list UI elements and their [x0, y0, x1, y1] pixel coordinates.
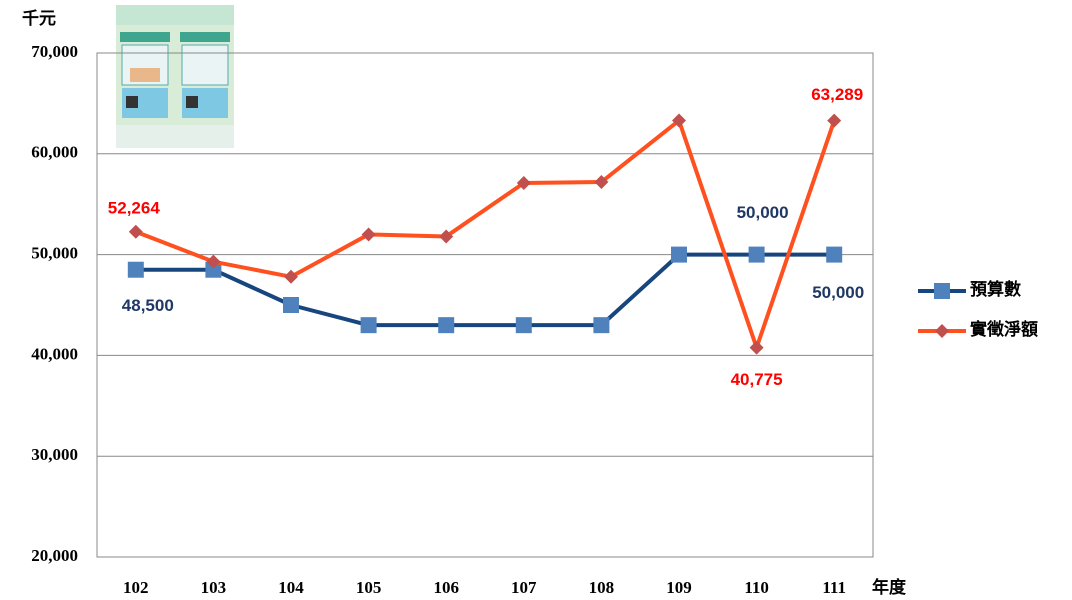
x-tick-label: 104 [278, 578, 304, 597]
y-tick-label: 30,000 [31, 445, 78, 464]
data-label: 40,775 [731, 370, 783, 389]
ad-image [116, 5, 234, 148]
marker [516, 317, 532, 333]
x-tick-label: 103 [201, 578, 227, 597]
data-label: 50,000 [737, 203, 789, 222]
legend-marker [934, 283, 950, 299]
chart: 千元 年度 20,000 30,000 40,000 50,000 60,000 70,0… [0, 0, 1072, 600]
data-label: 63,289 [811, 85, 863, 104]
legend-label: 實徵淨額 [970, 319, 1038, 339]
marker [671, 247, 687, 263]
y-tick-label: 60,000 [31, 143, 78, 162]
x-tick-label: 105 [356, 578, 382, 597]
x-tick-label: 102 [123, 578, 149, 597]
x-tick-label: 107 [511, 578, 537, 597]
marker [593, 317, 609, 333]
y-tick-label: 20,000 [31, 546, 78, 565]
data-label: 50,000 [812, 283, 864, 302]
data-label: 52,264 [108, 198, 161, 217]
data-label: 48,500 [122, 296, 174, 315]
marker [826, 247, 842, 263]
marker [827, 114, 841, 128]
legend-marker [935, 324, 949, 338]
x-tick-label: 109 [666, 578, 692, 597]
marker [750, 341, 764, 355]
y-unit: 千元 [22, 9, 56, 28]
marker [128, 262, 144, 278]
y-tick-label: 40,000 [31, 344, 78, 363]
x-tick-label: 110 [744, 578, 769, 597]
x-tick-label: 111 [822, 578, 846, 597]
marker [361, 317, 377, 333]
marker [749, 247, 765, 263]
legend-label: 預算數 [970, 279, 1021, 299]
marker [129, 225, 143, 239]
marker [438, 317, 454, 333]
x-tick-label: 108 [589, 578, 615, 597]
y-tick-label: 50,000 [31, 244, 78, 263]
series-line [136, 121, 834, 348]
x-unit: 年度 [872, 577, 907, 597]
x-tick-label: 106 [433, 578, 459, 597]
y-tick-label: 70,000 [31, 42, 78, 61]
marker [283, 297, 299, 313]
